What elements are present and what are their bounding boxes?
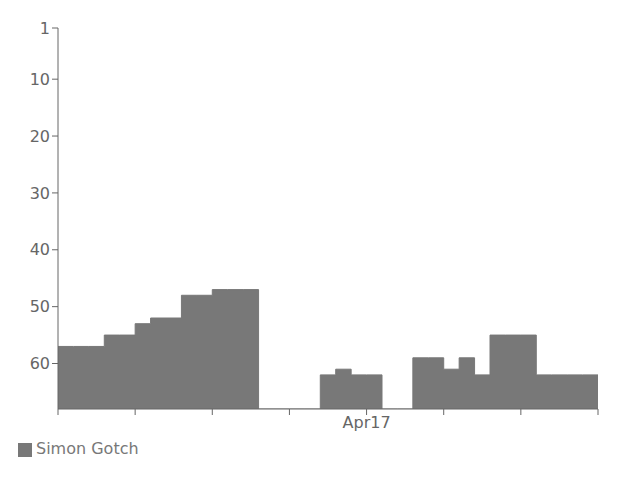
svg-text:Apr17: Apr17	[343, 413, 391, 432]
svg-text:1: 1	[40, 19, 50, 38]
svg-text:60: 60	[30, 354, 50, 373]
svg-text:20: 20	[30, 127, 50, 146]
svg-text:30: 30	[30, 184, 50, 203]
svg-text:40: 40	[30, 240, 50, 259]
svg-text:50: 50	[30, 297, 50, 316]
svg-text:10: 10	[30, 70, 50, 89]
html-text:Simon Gotch: Simon Gotch	[36, 439, 139, 458]
